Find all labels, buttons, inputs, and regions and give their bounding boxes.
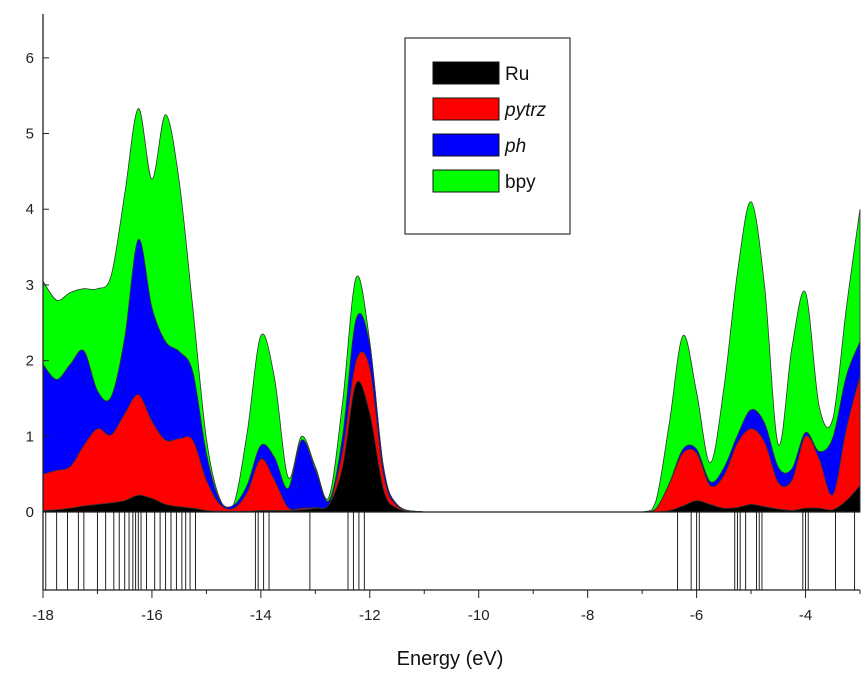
x-tick-label: -10 xyxy=(468,607,490,624)
area-pytrz xyxy=(42,351,861,513)
x-axis-label: Energy (eV) xyxy=(397,648,504,670)
x-tick-label: -14 xyxy=(250,607,272,624)
x-tick-label: -18 xyxy=(32,607,54,624)
area-ru xyxy=(42,380,861,513)
legend-swatch-ph xyxy=(432,133,500,157)
axes: 0 1 2 3 4 5 6 -18 -16 -14 -12 -10 -8 -6 -4 xyxy=(26,14,861,624)
legend-label-pytrz: pytrz xyxy=(504,100,547,121)
x-tick-label: -8 xyxy=(581,607,594,624)
legend: Ru pytrz ph bpy xyxy=(404,37,571,235)
stacked-area-series xyxy=(42,108,861,513)
x-tick-label: -12 xyxy=(359,607,381,624)
legend-label-bpy: bpy xyxy=(505,172,536,193)
y-tick-label: 0 xyxy=(26,504,34,521)
y-tick-label: 5 xyxy=(26,126,34,143)
y-tick-label: 2 xyxy=(26,353,34,370)
orbital-line-markers xyxy=(45,512,856,590)
x-tick-label: -16 xyxy=(141,607,163,624)
legend-swatch-pytrz xyxy=(432,97,500,121)
y-tick-label: 4 xyxy=(26,201,34,218)
x-tick-label: -6 xyxy=(690,607,703,624)
legend-swatch-bpy xyxy=(432,169,500,193)
y-tick-label: 3 xyxy=(26,277,34,294)
x-tick-label: -4 xyxy=(799,607,812,624)
legend-label-ph: ph xyxy=(504,136,526,157)
y-tick-label: 6 xyxy=(26,50,34,67)
y-tick-label: 1 xyxy=(26,428,34,445)
legend-label-ru: Ru xyxy=(505,64,529,85)
legend-swatch-ru xyxy=(432,61,500,85)
